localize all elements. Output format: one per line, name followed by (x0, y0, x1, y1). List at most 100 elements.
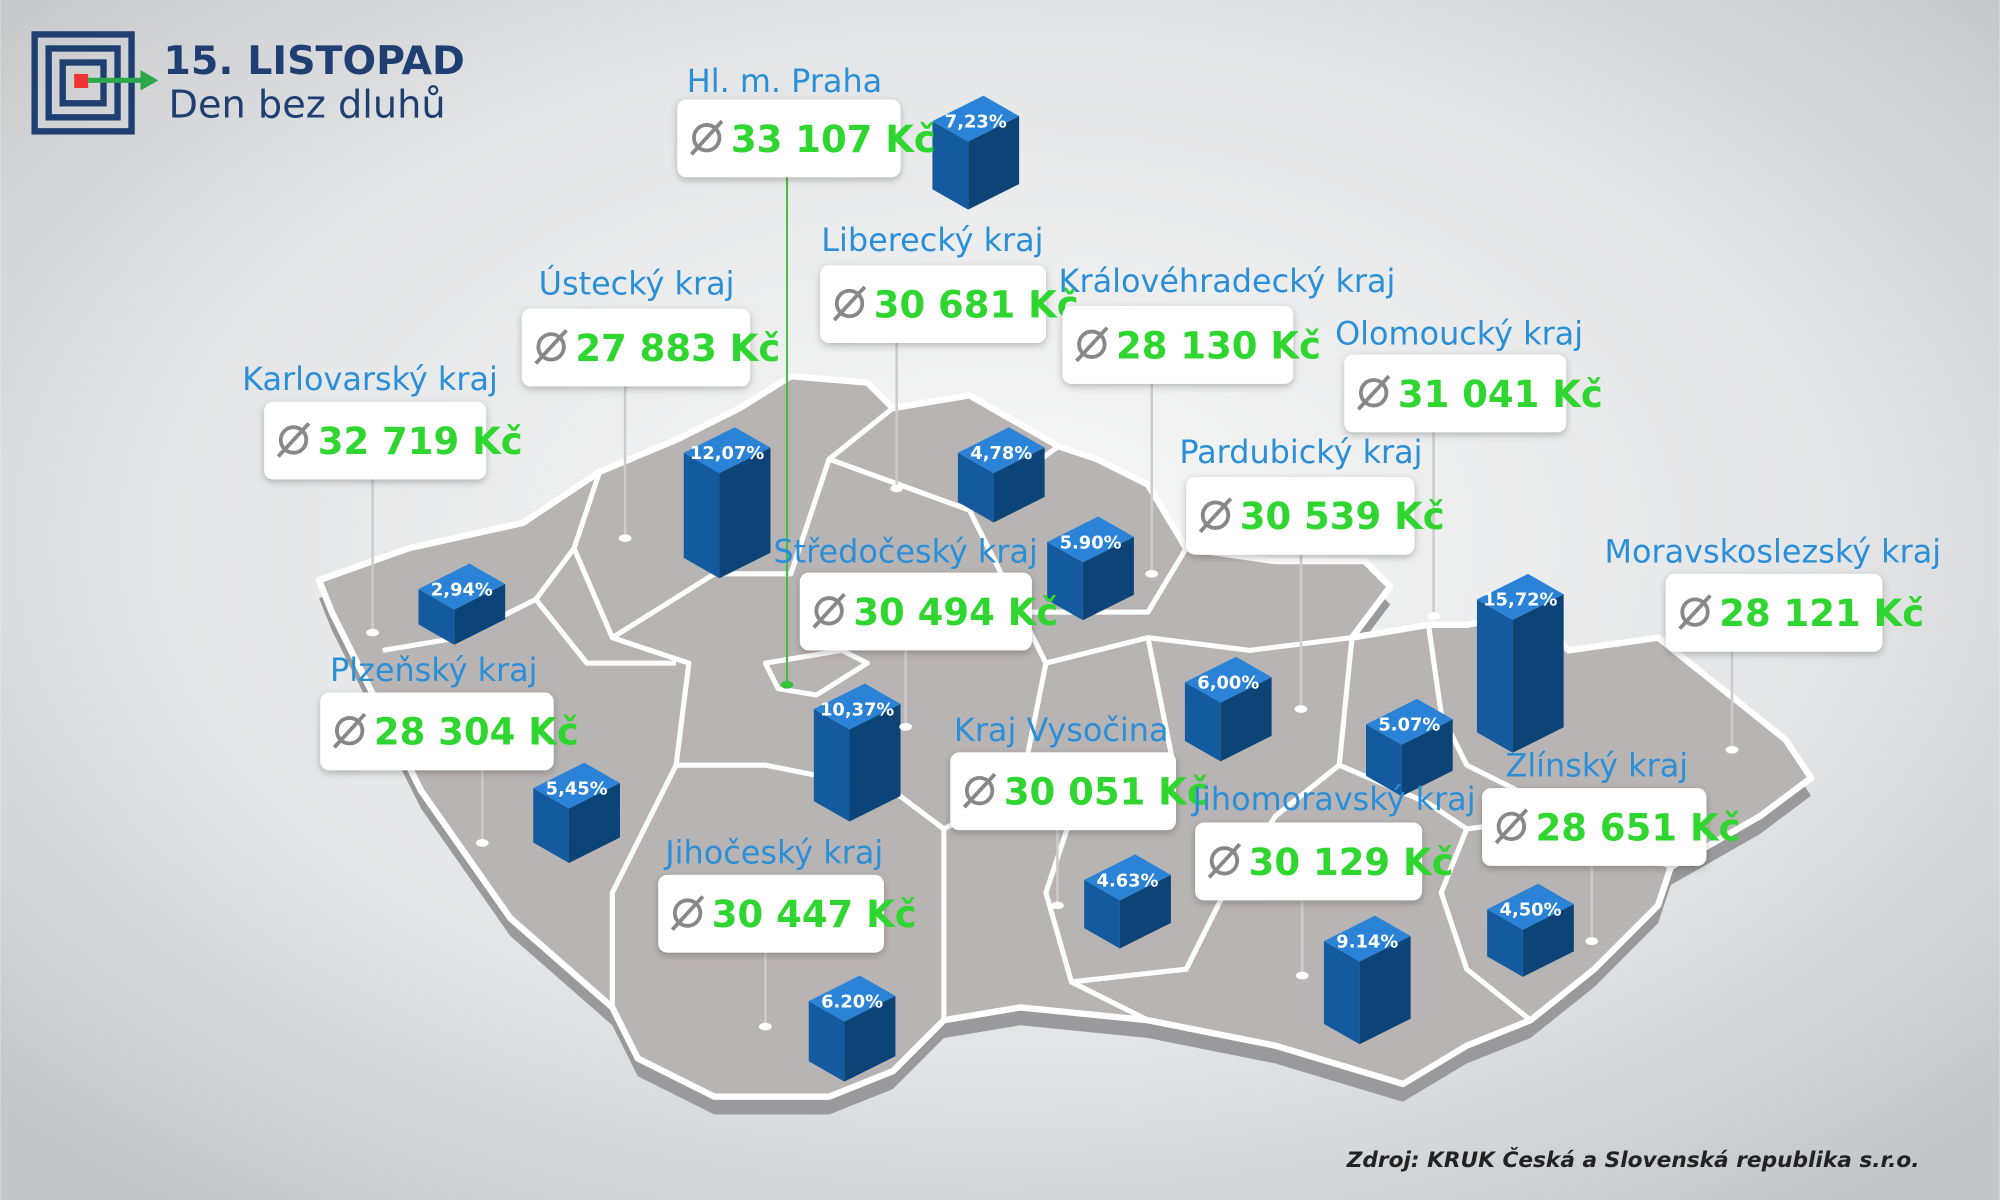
cubes: 7,23% 4,78% 12,07% 5.90% 5.07% 2,94% 6,00% 10,3… (418, 95, 1574, 1082)
logo: 15. LISTOPAD Den bez dluhů (31, 31, 465, 135)
cube-top (1047, 516, 1134, 563)
share-label: 5,45% (546, 778, 608, 799)
avg-icon (1209, 846, 1240, 876)
avg-icon (278, 425, 309, 455)
region-average: 28 130 Kč (1116, 324, 1321, 367)
share-label: 7,23% (945, 112, 1007, 133)
avg-icon-slash (332, 712, 367, 749)
share-cube: 5.07% (1365, 698, 1453, 797)
region-average: 28 121 Kč (1719, 592, 1924, 635)
cube-left (957, 452, 994, 523)
region-name: Liberecký kraj (821, 221, 1043, 259)
share-cube: 12,07% (683, 427, 771, 579)
share-cube: 7,23% (932, 95, 1020, 210)
cube-top (1487, 883, 1574, 930)
avg-icon-slash (832, 285, 867, 322)
avg-icon-slash (534, 328, 568, 365)
value-box (320, 692, 554, 771)
avg-icon (692, 123, 722, 153)
region-name: Zlínský kraj (1505, 747, 1688, 785)
region-name: Královéhradecký kraj (1059, 262, 1396, 300)
logo-title: 15. LISTOPAD (163, 38, 464, 84)
avg-icon-slash (962, 772, 997, 809)
region-name: Ústecký kraj (539, 265, 735, 303)
value-box (1195, 822, 1423, 901)
value-box (1344, 354, 1567, 433)
leader-dot (1585, 937, 1599, 945)
region-average: 31 041 Kč (1398, 373, 1603, 416)
share-label: 9.14% (1336, 932, 1398, 953)
avg-icon-slash (1494, 808, 1529, 845)
region-name: Jihomoravský kraj (1191, 780, 1476, 818)
share-cube: 6.20% (808, 975, 896, 1082)
value-box (1665, 573, 1883, 652)
cube-left (1323, 941, 1360, 1045)
region-average: 27 883 Kč (575, 327, 780, 370)
region-average: 30 494 Kč (853, 591, 1058, 634)
region-name: Hl. m. Praha (687, 62, 882, 100)
cube-top (957, 427, 1045, 474)
leader-dot (1427, 612, 1440, 620)
region-name: Moravskoslezský kraj (1604, 532, 1941, 570)
value-box (658, 874, 884, 953)
share-cube: 4.63% (1084, 854, 1171, 949)
cube-right (1119, 874, 1171, 949)
region-name: Kraj Vysočina (954, 711, 1169, 749)
cube-left (683, 452, 720, 579)
share-cube: 2,94% (418, 563, 506, 645)
cube-left (932, 121, 969, 210)
avg-icon (1200, 500, 1231, 530)
leader-dot (475, 839, 489, 847)
cube-left (1487, 909, 1523, 977)
avg-icon (964, 775, 995, 806)
cube-right (968, 116, 1020, 210)
value-box (677, 99, 901, 178)
cube-right (849, 703, 901, 822)
leader-dot (1294, 705, 1308, 713)
share-label: 4,50% (1500, 900, 1562, 921)
region-average: 30 051 Kč (1004, 771, 1209, 814)
leader-dot (758, 1022, 772, 1031)
leader-dot (366, 628, 379, 637)
share-label: 2,94% (431, 580, 493, 601)
share-label: 15,72% (1483, 590, 1557, 611)
value-box (799, 572, 1032, 651)
cube-right (993, 447, 1045, 523)
cube-left (418, 589, 455, 645)
share-label: 4.63% (1097, 870, 1159, 891)
cube-right (568, 782, 620, 863)
avg-icon (1680, 597, 1710, 627)
cube-right (1082, 536, 1134, 621)
avg-icon-slash (1207, 842, 1242, 879)
leader-dot (618, 534, 632, 542)
region-name: Olomoucký kraj (1335, 314, 1583, 352)
avg-icon (334, 716, 365, 746)
leader-dot (1051, 901, 1064, 910)
share-cube: 4,50% (1487, 883, 1574, 977)
avg-icon-slash (1198, 497, 1233, 534)
share-label: 4,78% (970, 443, 1032, 464)
region-average: 30 129 Kč (1249, 841, 1454, 884)
leader-dot (780, 680, 794, 689)
cube-top (932, 95, 1020, 142)
value-box (521, 308, 751, 387)
share-label: 6.20% (821, 991, 883, 1012)
region-name: Jihočeský kraj (663, 833, 883, 871)
share-cube: 4,78% (957, 427, 1045, 523)
cube-left (1047, 541, 1083, 621)
cube-top (1084, 854, 1171, 901)
avg-icon-slash (276, 422, 311, 458)
value-box (950, 752, 1176, 831)
cube-left (1084, 879, 1120, 949)
leader-dot (1145, 570, 1159, 578)
share-cube: 15,72% (1476, 573, 1564, 753)
share-cube: 5,45% (533, 762, 620, 863)
share-label: 10,37% (820, 699, 894, 720)
avg-icon-slash (1356, 374, 1391, 411)
cube-left (1476, 599, 1513, 753)
value-box (820, 265, 1046, 344)
cube-left (1365, 724, 1402, 797)
logo-subtitle: Den bez dluhů (169, 82, 446, 127)
labels: Hl. m. Praha 33 107 Kč Liberecký kraj 30 68… (242, 62, 1941, 1031)
